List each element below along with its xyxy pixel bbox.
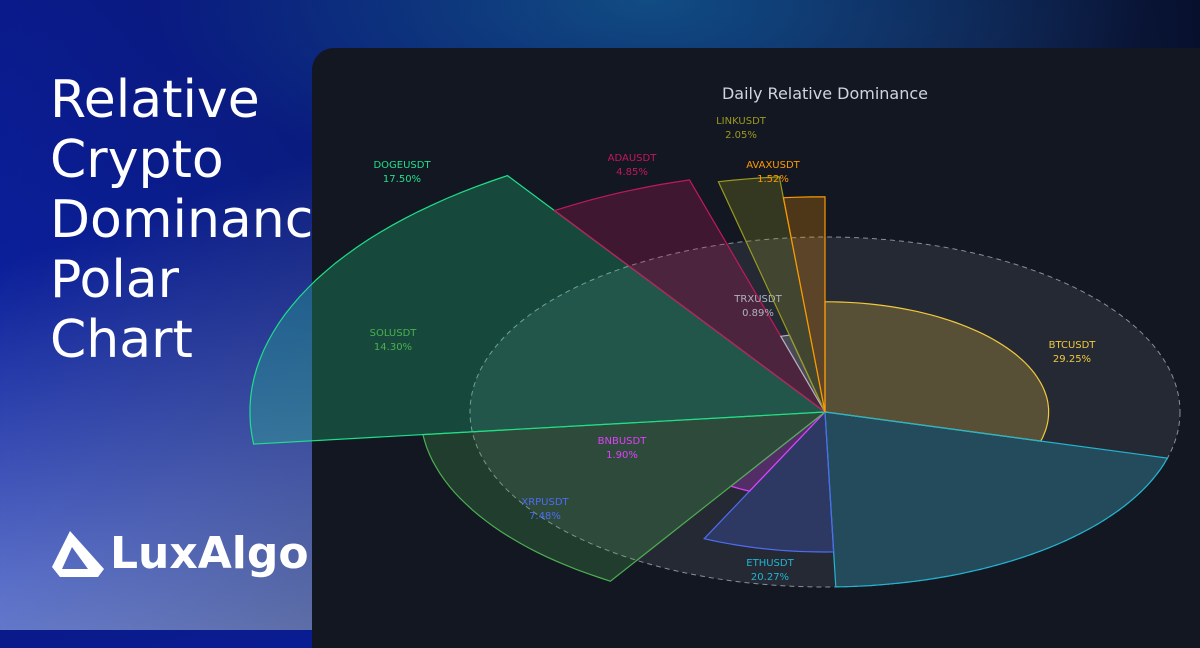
name-label-bnbusdt: BNBUSDT [598, 436, 648, 447]
slice-btcusdt [824, 301, 1050, 442]
value-label-avaxusdt: 1.52% [757, 174, 789, 185]
value-label-xrpusdt: 7.48% [529, 511, 561, 522]
name-label-btcusdt: BTCUSDT [1049, 340, 1097, 351]
slice-xrpusdt [703, 410, 835, 553]
name-label-avaxusdt: AVAXUSDT [746, 160, 800, 171]
slice-adausdt [553, 179, 826, 413]
polar-chart: Daily Relative Dominance BTCUSDT 29.25% ET… [249, 84, 1181, 588]
value-label-linkusdt: 2.05% [725, 130, 757, 141]
value-label-dogeusdt: 17.50% [383, 174, 421, 185]
name-label-ethusdt: ETHUSDT [746, 558, 794, 569]
chart-title: Daily Relative Dominance [722, 84, 928, 103]
luxalgo-logo-icon [52, 530, 104, 577]
value-label-solusdt: 14.30% [374, 342, 412, 353]
slice-avaxusdt [782, 196, 826, 413]
value-label-bnbusdt: 1.90% [606, 450, 638, 461]
slice-ethusdt [824, 411, 1169, 588]
name-label-xrpusdt: XRPUSDT [521, 497, 569, 508]
brand-name: LuxAlgo [110, 528, 309, 579]
brand-logo: LuxAlgo [48, 528, 309, 579]
name-label-adausdt: ADAUSDT [608, 153, 658, 164]
value-label-trxusdt: 0.89% [742, 308, 774, 319]
slice-solusdt [422, 411, 827, 582]
value-label-ethusdt: 20.27% [751, 572, 789, 583]
name-label-dogeusdt: DOGEUSDT [373, 160, 431, 171]
name-label-linkusdt: LINKUSDT [716, 116, 767, 127]
value-label-btcusdt: 29.25% [1053, 354, 1091, 365]
name-label-trxusdt: TRXUSDT [733, 294, 782, 305]
slice-linkusdt [717, 176, 826, 413]
name-label-solusdt: SOLUSDT [370, 328, 418, 339]
slice-dogeusdt [249, 174, 827, 445]
value-label-adausdt: 4.85% [616, 167, 648, 178]
